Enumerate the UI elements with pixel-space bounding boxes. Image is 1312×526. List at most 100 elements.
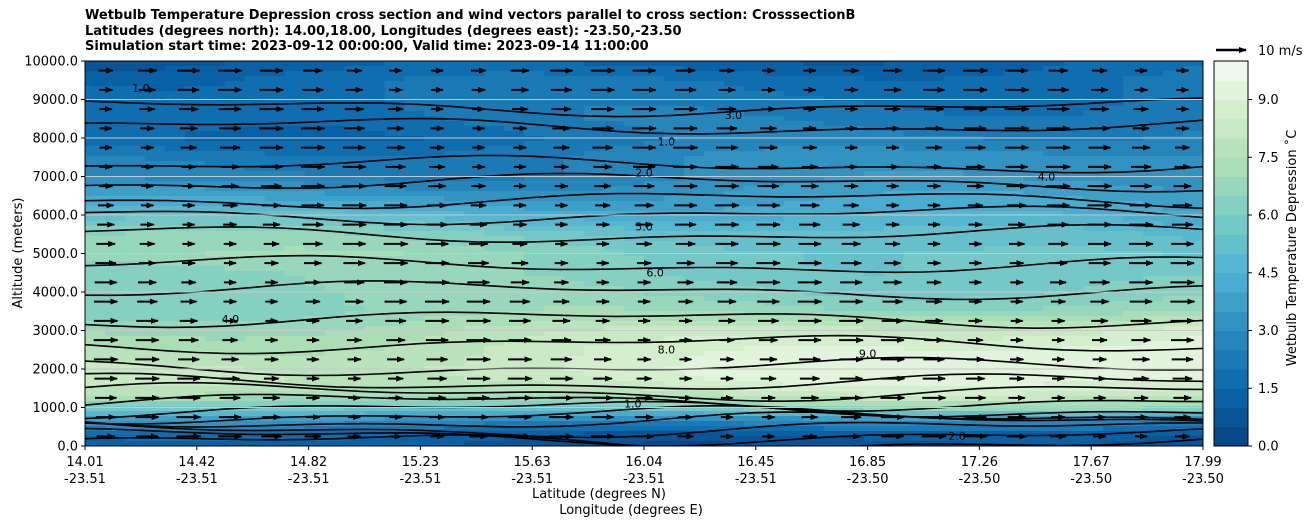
field-cell xyxy=(1003,156,1024,162)
field-cell xyxy=(324,221,346,227)
field-cell xyxy=(344,156,366,162)
field-cell xyxy=(1003,331,1024,337)
field-cell xyxy=(244,291,266,297)
field-cell xyxy=(424,76,445,82)
field-cell xyxy=(404,436,425,442)
field-cell xyxy=(1023,221,1044,227)
field-cell xyxy=(364,236,386,242)
field-cell xyxy=(284,426,306,432)
field-cell xyxy=(983,311,1004,317)
field-cell xyxy=(703,381,725,387)
field-cell xyxy=(983,396,1004,402)
field-cell xyxy=(384,161,406,167)
field-cell xyxy=(604,336,625,342)
field-cell xyxy=(703,226,725,232)
field-cell xyxy=(983,161,1004,167)
field-cell xyxy=(943,396,965,402)
field-cell xyxy=(1063,236,1084,242)
field-cell xyxy=(424,101,445,107)
field-cell xyxy=(644,426,665,432)
field-cell xyxy=(1063,286,1084,292)
field-cell xyxy=(903,331,925,337)
field-cell xyxy=(85,151,106,157)
field-cell xyxy=(1123,86,1144,92)
field-cell xyxy=(743,276,765,282)
field-cell xyxy=(903,101,925,107)
field-cell xyxy=(1163,106,1184,112)
field-cell xyxy=(1043,196,1064,202)
field-cell xyxy=(983,171,1004,177)
field-cell xyxy=(863,311,885,317)
field-cell xyxy=(244,376,266,382)
field-cell xyxy=(104,136,126,142)
field-cell xyxy=(464,286,485,292)
field-cell xyxy=(224,421,246,427)
field-cell xyxy=(504,401,525,407)
field-cell xyxy=(164,96,186,102)
field-cell xyxy=(1063,156,1084,162)
field-cell xyxy=(184,236,206,242)
field-cell xyxy=(624,401,645,407)
field-cell xyxy=(1083,441,1104,446)
field-cell xyxy=(1023,121,1044,127)
field-cell xyxy=(823,121,845,127)
field-cell xyxy=(703,196,725,202)
field-cell xyxy=(85,211,106,217)
field-cell xyxy=(1123,381,1144,387)
field-cell xyxy=(1163,246,1184,252)
field-cell xyxy=(524,181,545,187)
field-cell xyxy=(863,441,885,446)
field-cell xyxy=(983,131,1004,137)
field-cell xyxy=(85,341,106,347)
field-cell xyxy=(823,181,845,187)
field-cell xyxy=(963,301,984,307)
field-cell xyxy=(464,431,485,437)
field-cell xyxy=(644,276,665,282)
field-cell xyxy=(863,116,885,122)
field-cell xyxy=(624,86,645,92)
field-cell xyxy=(883,101,905,107)
field-cell xyxy=(284,396,306,402)
field-cell xyxy=(823,116,845,122)
field-cell xyxy=(883,296,905,302)
field-cell xyxy=(384,216,406,222)
field-cell xyxy=(644,96,665,102)
field-cell xyxy=(204,411,226,417)
field-cell xyxy=(863,141,885,147)
field-cell xyxy=(324,296,346,302)
field-cell xyxy=(843,351,865,357)
field-cell xyxy=(284,76,306,82)
field-cell xyxy=(624,416,645,422)
field-cell xyxy=(1003,146,1024,152)
field-cell xyxy=(1183,131,1203,137)
field-cell xyxy=(264,61,286,67)
field-cell xyxy=(224,371,246,377)
field-cell xyxy=(324,66,346,72)
field-cell xyxy=(1163,396,1184,402)
field-cell xyxy=(843,311,865,317)
field-cell xyxy=(624,181,645,187)
field-cell xyxy=(1003,361,1024,367)
field-cell xyxy=(963,411,984,417)
field-cell xyxy=(1043,181,1064,187)
field-cell xyxy=(384,166,406,172)
field-cell xyxy=(1023,306,1044,312)
field-cell xyxy=(464,346,485,352)
field-cell xyxy=(803,91,825,97)
field-cell xyxy=(324,346,346,352)
field-cell xyxy=(883,321,905,327)
field-cell xyxy=(244,316,266,322)
field-cell xyxy=(1143,256,1164,262)
field-cell xyxy=(444,131,465,137)
field-cell xyxy=(184,71,206,77)
field-cell xyxy=(1063,201,1084,207)
field-cell xyxy=(464,206,485,212)
field-cell xyxy=(344,181,366,187)
field-cell xyxy=(803,271,825,277)
field-cell xyxy=(783,426,805,432)
field-cell xyxy=(663,411,685,417)
field-cell xyxy=(324,176,346,182)
field-cell xyxy=(304,96,326,102)
field-cell xyxy=(544,221,565,227)
colorbar-tick-label: 3.0 xyxy=(1258,324,1279,339)
